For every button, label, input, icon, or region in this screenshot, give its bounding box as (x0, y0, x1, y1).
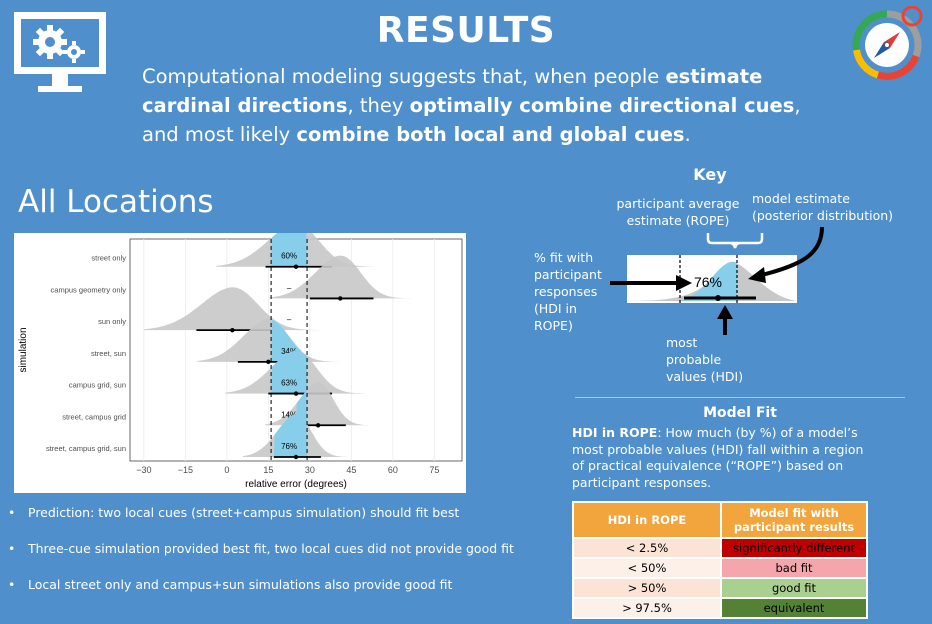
list-item: • Three-cue simulation provided best fit,… (8, 541, 568, 577)
model-fit-title: Model Fit (703, 405, 777, 421)
bullet-dot-icon: • (8, 577, 16, 592)
density-curve (265, 382, 371, 426)
x-tick-label: 0 (224, 465, 229, 475)
x-tick-label: 15 (263, 465, 273, 475)
key-brace (706, 233, 764, 249)
x-tick-label: −15 (178, 465, 193, 475)
bullet-dot-icon: • (8, 541, 16, 556)
x-axis-label: relative error (degrees) (245, 479, 347, 490)
table-cell-fit: equivalent (720, 597, 868, 619)
table-header-fit: Model fit with participant results (720, 501, 868, 539)
mode-point (315, 423, 321, 428)
fit-percent-label: – (287, 283, 292, 292)
fit-percent-label: 60% (281, 252, 297, 261)
mode-point (293, 454, 299, 460)
x-tick-label: 45 (346, 465, 356, 475)
settings-monitor-icon (14, 12, 106, 92)
page-title: RESULTS (376, 10, 556, 51)
ridgeline-chart: −30 −15 0 15 30 45 60 75 60% street only – campus g… (14, 233, 466, 493)
bullet-dot-icon: • (8, 505, 16, 520)
list-item: • Local street only and campus+sun simula… (8, 577, 568, 613)
table-cell-hdi: < 2.5% (572, 537, 722, 559)
fit-percent-label: 14% (281, 410, 297, 419)
table-cell-hdi: > 50% (572, 577, 722, 599)
bullet-text: Prediction: two local cues (street+campu… (28, 505, 460, 520)
model-fit-description: HDI in ROPE: How much (by %) of a model’… (572, 425, 864, 490)
key-rope-label: participant average estimate (ROPE) (616, 196, 740, 228)
table-row: > 97.5% equivalent (572, 597, 868, 619)
y-category-label: campus grid, sun (69, 381, 126, 390)
y-category-label: sun only (98, 317, 126, 326)
compass-icon (852, 6, 923, 80)
x-tick-label: 30 (305, 465, 315, 475)
list-item: • Prediction: two local cues (street+camp… (8, 505, 568, 541)
mode-point (293, 391, 299, 396)
findings-list: • Prediction: two local cues (street+camp… (8, 505, 568, 613)
section-title: All Locations (18, 184, 214, 220)
key-title: Key (693, 165, 727, 184)
hdi-in-rope-fill (271, 233, 308, 267)
summary-text: Computational modeling suggests that, wh… (142, 65, 801, 146)
density-curve (143, 287, 321, 331)
table-header-hdi: HDI in ROPE (572, 501, 722, 539)
section-divider (575, 397, 905, 398)
table-cell-fit: significantly different (720, 537, 868, 559)
table-row: < 50% bad fit (572, 557, 868, 579)
x-tick-label: −30 (136, 465, 151, 475)
y-axis-label: simulation (18, 327, 29, 372)
fit-percent-label: 34% (281, 347, 297, 356)
y-category-label: campus geometry only (51, 285, 127, 294)
y-category-label: street only (91, 254, 126, 263)
bullet-text: Local street only and campus+sun simulat… (28, 577, 453, 592)
table-row: > 50% good fit (572, 577, 868, 599)
hdi-in-rope-fill (273, 414, 308, 457)
hdi-in-rope-fill (271, 350, 308, 394)
fit-percent-label: 76% (281, 442, 297, 451)
y-category-label: street, campus grid (62, 412, 126, 421)
density-curve (269, 255, 411, 299)
key-hdi-label: most probable values (HDI) (666, 335, 744, 384)
y-category-label: street, sun (91, 349, 126, 358)
key-density-blue (680, 261, 737, 301)
key-fit-label: % fit with participant responses (HDI in… (534, 250, 602, 333)
model-fit-table: HDI in ROPE Model fit with participant r… (572, 501, 868, 619)
fit-percent-label: – (287, 315, 292, 324)
table-cell-fit: bad fit (720, 557, 868, 579)
mode-point (338, 296, 343, 301)
table-cell-hdi: > 97.5% (572, 597, 722, 619)
x-tick-label: 75 (429, 465, 439, 475)
table-row: < 2.5% significantly different (572, 537, 868, 559)
mode-point (266, 359, 271, 365)
y-category-label: street, campus grid, sun (46, 444, 126, 453)
table-cell-hdi: < 50% (572, 557, 722, 579)
bullet-text: Three-cue simulation provided best fit, … (28, 541, 514, 556)
key-example-pct: 76% (694, 274, 722, 290)
key-diagram: 76% (610, 226, 824, 335)
mode-point (230, 327, 235, 333)
table-cell-fit: good fit (720, 577, 868, 599)
mode-point (293, 264, 299, 269)
chart-canvas: −30 −15 0 15 30 45 60 75 60% street only – campus g… (18, 233, 463, 490)
density-curve (197, 319, 339, 362)
key-model-label: model estimate (posterior distribution) (752, 191, 894, 223)
x-tick-label: 60 (388, 465, 398, 475)
fit-percent-label: 63% (281, 379, 297, 388)
